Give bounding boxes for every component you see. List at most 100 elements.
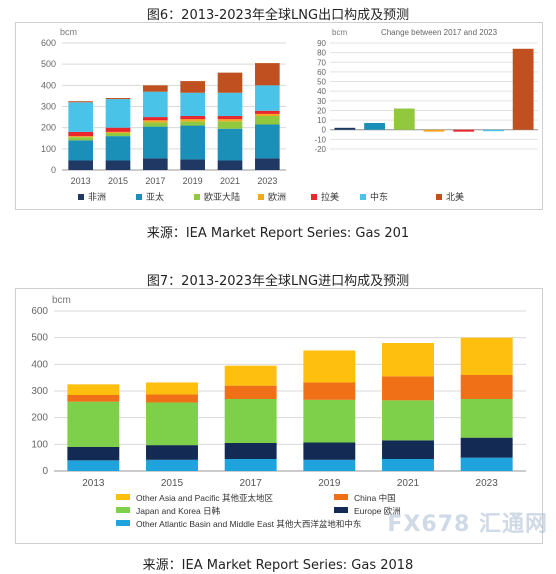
bar-segment bbox=[460, 457, 513, 471]
legend-label: 拉美 bbox=[321, 191, 339, 202]
legend-label: 亚太 bbox=[146, 191, 164, 202]
legend-swatch bbox=[116, 507, 130, 513]
bar-segment bbox=[382, 376, 434, 401]
bar-segment bbox=[180, 119, 205, 122]
x-tick-label: 2021 bbox=[397, 478, 420, 489]
y-tick-label: 200 bbox=[41, 123, 56, 133]
bar-segment bbox=[382, 459, 434, 471]
bar-segment bbox=[217, 121, 243, 129]
bar-segment bbox=[180, 125, 205, 160]
bar-segment bbox=[105, 131, 131, 133]
bar-segment bbox=[217, 119, 243, 122]
bar-segment bbox=[180, 116, 205, 120]
bar-segment bbox=[255, 116, 280, 125]
legend-swatch bbox=[334, 507, 348, 513]
bar-segment bbox=[146, 402, 198, 446]
y-tick-label: 600 bbox=[31, 306, 48, 317]
bar-segment bbox=[303, 350, 356, 383]
y-tick-label: 20 bbox=[317, 106, 326, 115]
bar-segment bbox=[224, 365, 277, 386]
bar-segment bbox=[68, 102, 93, 132]
x-tick-label: 2021 bbox=[220, 176, 240, 186]
bar-segment bbox=[382, 440, 434, 459]
bar-segment bbox=[105, 132, 131, 137]
bar-segment bbox=[180, 92, 205, 117]
y-tick-label: 70 bbox=[317, 58, 326, 67]
bar-segment bbox=[382, 400, 434, 441]
legend-swatch bbox=[360, 194, 366, 200]
bar-segment bbox=[255, 63, 280, 86]
legend-label: 欧洲 bbox=[268, 191, 286, 202]
bar-segment bbox=[146, 382, 198, 395]
x-tick-label: 2017 bbox=[240, 478, 263, 489]
y-tick-label: 30 bbox=[317, 97, 326, 106]
y-tick-label: 500 bbox=[41, 59, 56, 69]
bar-segment bbox=[255, 124, 280, 159]
bar-segment bbox=[217, 160, 243, 170]
bar-segment bbox=[68, 101, 93, 103]
legend-label: Japan and Korea 日韩 bbox=[136, 506, 221, 516]
y-tick-label: 500 bbox=[31, 333, 48, 344]
y-tick-label: 600 bbox=[41, 38, 56, 48]
bar-segment bbox=[303, 382, 356, 400]
x-tick-label: 2013 bbox=[82, 478, 105, 489]
imports-chart: 0 100 200 300 400 500 600 bcm 2013 2015 2017 2019 20… bbox=[31, 295, 526, 529]
y-tick-label: 90 bbox=[317, 39, 326, 48]
figure6-source: 来源：IEA Market Report Series: Gas 201 bbox=[146, 226, 410, 241]
figure7-caption: 图7：2013-2023年全球LNG进口构成及预测 bbox=[146, 274, 410, 289]
x-tick-label: 2015 bbox=[161, 478, 184, 489]
y-tick-label: 300 bbox=[41, 102, 56, 112]
y-tick-label: 10 bbox=[317, 116, 326, 125]
bar-segment bbox=[143, 91, 168, 118]
bar bbox=[512, 48, 534, 130]
legend-swatch bbox=[136, 194, 142, 200]
bar bbox=[423, 129, 445, 132]
bar-segment bbox=[255, 158, 280, 170]
bar bbox=[364, 122, 385, 130]
bar-segment bbox=[143, 85, 168, 92]
bar bbox=[453, 129, 475, 132]
bar-segment bbox=[143, 120, 168, 123]
figure6-caption: 图6：2013-2023年全球LNG出口构成及预测 bbox=[146, 8, 410, 23]
figure7-panel: 0 100 200 300 400 500 600 bcm 2013 2015 2017 2019 20… bbox=[15, 288, 543, 544]
bar-segment bbox=[105, 127, 131, 132]
bar-segment bbox=[146, 459, 198, 471]
x-tick-label: 2013 bbox=[71, 176, 91, 186]
bar-segment bbox=[180, 81, 205, 93]
legend-swatch bbox=[194, 194, 200, 200]
bar-segment bbox=[68, 136, 93, 138]
y-tick-label: 0 bbox=[42, 466, 48, 477]
legend-swatch bbox=[311, 194, 317, 200]
bar-segment bbox=[303, 442, 356, 460]
bar-segment bbox=[224, 399, 277, 443]
x-tick-label: 2017 bbox=[145, 176, 165, 186]
y-tick-label: 40 bbox=[317, 87, 326, 96]
bar-segment bbox=[224, 443, 277, 459]
y-tick-label: 100 bbox=[41, 144, 56, 154]
bar-segment bbox=[303, 399, 356, 443]
bar-segment bbox=[105, 136, 131, 161]
bar-segment bbox=[143, 126, 168, 159]
bar-segment bbox=[217, 72, 243, 93]
bar-segment bbox=[67, 460, 120, 471]
y-tick-label: 50 bbox=[317, 78, 326, 87]
bar-segment bbox=[255, 85, 280, 111]
bar-segment bbox=[224, 385, 277, 399]
bar-segment bbox=[382, 343, 434, 377]
bar-segment bbox=[68, 137, 93, 141]
bar-segment bbox=[460, 399, 513, 438]
bar-segment bbox=[68, 160, 93, 170]
bar-segment bbox=[143, 117, 168, 121]
exports-chart: 0 100 200 300 400 500 600 bcm 2013 2015 2017 2019 20… bbox=[41, 27, 286, 186]
bar bbox=[334, 127, 356, 130]
y-tick-label: 400 bbox=[31, 359, 48, 370]
bar-segment bbox=[224, 459, 277, 471]
bar-segment bbox=[68, 131, 93, 137]
legend-swatch bbox=[116, 520, 130, 526]
bar bbox=[393, 108, 415, 130]
y-tick-label: 60 bbox=[317, 68, 326, 77]
bar-segment bbox=[143, 122, 168, 127]
bar-segment bbox=[105, 99, 131, 128]
figure7-source: 来源：IEA Market Report Series: Gas 2018 bbox=[142, 558, 414, 573]
